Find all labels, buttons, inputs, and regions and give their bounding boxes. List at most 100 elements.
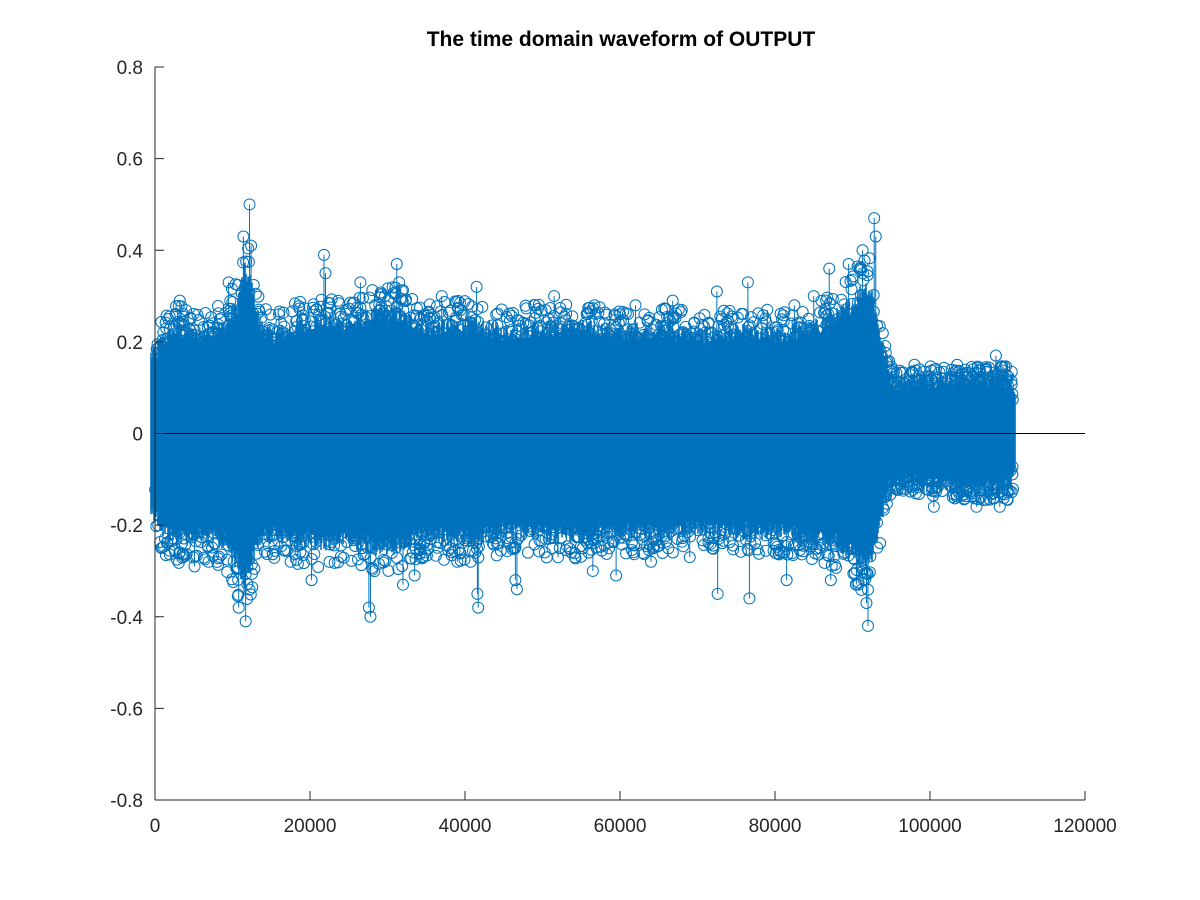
sample-marker <box>377 556 390 569</box>
peak-marker <box>927 500 940 513</box>
sample-marker <box>948 492 961 505</box>
sample-marker <box>372 326 385 339</box>
sample-marker <box>716 537 729 550</box>
sample-marker <box>151 373 164 386</box>
sample-marker <box>366 284 379 297</box>
sample-marker <box>369 298 382 311</box>
sample-marker <box>489 331 502 344</box>
sample-marker <box>386 281 399 294</box>
peak-marker <box>528 299 541 312</box>
sample-marker <box>290 553 303 566</box>
sample-marker <box>662 510 675 523</box>
sample-marker <box>987 374 1000 387</box>
peak-marker <box>510 583 523 596</box>
sample-marker <box>412 330 425 343</box>
sample-marker <box>629 525 642 538</box>
sample-marker <box>786 309 799 322</box>
sample-marker <box>452 302 465 315</box>
sample-marker <box>820 519 833 532</box>
peak-marker <box>354 276 367 289</box>
sample-marker <box>513 323 526 336</box>
sample-marker <box>336 501 349 514</box>
sample-marker <box>267 497 280 510</box>
sample-marker <box>245 567 258 580</box>
sample-marker <box>314 528 327 541</box>
sample-marker <box>553 542 566 555</box>
y-tick-label: 0.8 <box>117 58 143 79</box>
sample-marker <box>749 495 762 508</box>
sample-marker <box>749 536 762 549</box>
sample-marker <box>612 317 625 330</box>
sample-marker <box>990 465 1003 478</box>
sample-marker <box>432 349 445 362</box>
sample-marker <box>834 325 847 338</box>
sample-marker <box>444 518 457 531</box>
sample-marker <box>774 499 787 512</box>
sample-marker <box>163 358 176 371</box>
sample-marker <box>870 516 883 529</box>
sample-marker <box>518 349 531 362</box>
sample-marker <box>275 540 288 553</box>
sample-marker <box>723 491 736 504</box>
sample-marker <box>542 520 555 533</box>
sample-marker <box>509 536 522 549</box>
x-tick-label: 120000 <box>1053 816 1116 837</box>
sample-marker <box>625 544 638 557</box>
sample-marker <box>521 546 534 559</box>
sample-marker <box>658 302 671 315</box>
sample-marker <box>640 540 653 553</box>
x-tick-label: 60000 <box>594 816 647 837</box>
sample-marker <box>857 554 870 567</box>
sample-marker <box>288 343 301 356</box>
sample-marker <box>444 304 457 317</box>
peak-marker <box>408 569 421 582</box>
sample-marker <box>203 319 216 332</box>
sample-marker <box>178 539 191 552</box>
y-tick-label: -0.2 <box>110 516 143 537</box>
sample-marker <box>556 348 569 361</box>
sample-marker <box>652 524 665 537</box>
sample-marker <box>891 386 904 399</box>
sample-marker <box>472 315 485 328</box>
sample-marker <box>844 274 857 287</box>
sample-marker <box>378 347 391 360</box>
sample-marker <box>242 242 255 255</box>
sample-marker <box>522 509 535 522</box>
sample-marker <box>365 309 378 322</box>
sample-marker <box>241 538 254 551</box>
sample-marker <box>789 343 802 356</box>
sample-marker <box>562 516 575 529</box>
sample-marker <box>312 560 325 573</box>
sample-marker <box>243 583 256 596</box>
peak-marker <box>552 551 564 564</box>
sample-marker <box>481 356 494 369</box>
sample-marker <box>603 328 616 341</box>
sample-marker <box>390 345 403 358</box>
sample-marker <box>846 315 859 328</box>
sample-marker <box>811 324 824 337</box>
sample-marker <box>438 553 451 566</box>
sample-marker <box>333 341 346 354</box>
sample-marker <box>668 354 681 367</box>
sample-marker <box>855 264 868 277</box>
sample-marker <box>582 358 595 371</box>
sample-marker <box>925 374 938 387</box>
sample-marker <box>933 366 946 379</box>
sample-marker <box>657 358 670 371</box>
sample-marker <box>173 526 186 539</box>
sample-marker <box>379 554 392 567</box>
sample-marker <box>677 326 690 339</box>
peak-marker <box>989 349 1002 362</box>
sample-marker <box>530 331 543 344</box>
sample-marker <box>980 366 993 379</box>
marker-series <box>149 198 1019 632</box>
sample-marker <box>165 357 178 370</box>
sample-marker <box>511 314 524 327</box>
sample-marker <box>646 333 659 346</box>
sample-marker <box>251 523 264 536</box>
sample-marker <box>297 557 310 570</box>
sample-marker <box>307 298 320 311</box>
sample-marker <box>313 512 326 525</box>
sample-marker <box>747 362 760 375</box>
sample-marker <box>494 544 507 557</box>
